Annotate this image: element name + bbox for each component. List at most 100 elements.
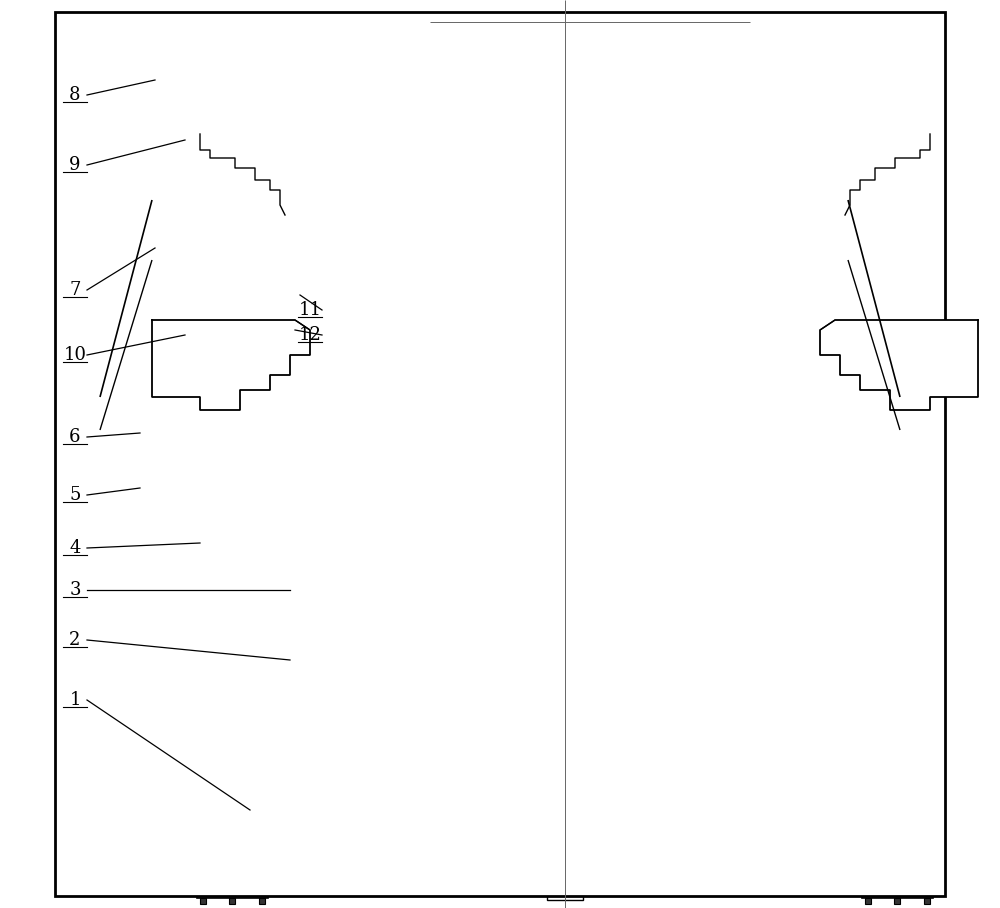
Bar bbox=[229, 898, 235, 904]
Bar bbox=[330, 615, 365, 725]
Circle shape bbox=[527, 424, 533, 430]
Bar bbox=[559, 158, 571, 166]
Bar bbox=[369, 877, 375, 883]
Bar bbox=[557, 88, 573, 113]
Bar bbox=[547, 892, 583, 900]
Bar bbox=[347, 430, 354, 437]
Text: 8: 8 bbox=[69, 86, 81, 104]
Bar bbox=[195, 420, 270, 428]
Bar bbox=[543, 524, 587, 532]
Bar bbox=[765, 615, 800, 725]
Bar bbox=[344, 877, 350, 883]
Bar bbox=[327, 739, 368, 749]
Bar bbox=[100, 506, 900, 516]
Bar bbox=[200, 410, 295, 420]
Bar bbox=[758, 725, 807, 739]
Bar bbox=[555, 113, 575, 123]
Bar bbox=[895, 423, 905, 431]
Bar bbox=[323, 725, 372, 739]
Bar bbox=[200, 516, 265, 596]
Bar bbox=[695, 506, 900, 596]
Bar bbox=[894, 898, 900, 904]
Bar bbox=[535, 172, 595, 180]
Circle shape bbox=[302, 424, 308, 430]
Bar bbox=[547, 612, 583, 626]
Bar bbox=[750, 506, 815, 516]
Bar bbox=[755, 877, 761, 883]
Bar bbox=[580, 516, 670, 596]
Bar bbox=[515, 420, 615, 430]
Bar bbox=[100, 420, 900, 428]
Bar bbox=[800, 120, 848, 320]
Bar bbox=[862, 886, 933, 898]
Bar bbox=[152, 120, 200, 320]
Text: 1: 1 bbox=[69, 691, 81, 709]
Bar bbox=[520, 164, 610, 172]
Bar bbox=[705, 410, 800, 420]
Bar bbox=[260, 423, 270, 431]
Bar bbox=[330, 749, 365, 849]
Bar bbox=[323, 430, 330, 437]
Bar bbox=[865, 516, 930, 596]
Text: 10: 10 bbox=[64, 346, 87, 364]
Text: 11: 11 bbox=[298, 301, 322, 319]
Bar bbox=[100, 506, 305, 596]
Bar bbox=[300, 428, 395, 470]
Bar bbox=[200, 134, 765, 150]
Circle shape bbox=[227, 424, 233, 430]
Bar bbox=[300, 423, 310, 431]
Bar bbox=[758, 591, 807, 603]
Bar bbox=[200, 150, 565, 156]
Bar bbox=[200, 120, 800, 134]
Bar bbox=[848, 92, 900, 397]
Bar bbox=[315, 506, 380, 516]
Bar bbox=[197, 886, 268, 898]
Bar bbox=[205, 738, 260, 752]
Bar bbox=[865, 898, 871, 904]
Bar bbox=[547, 180, 583, 420]
Bar bbox=[100, 428, 450, 470]
Text: 4: 4 bbox=[69, 539, 81, 557]
Bar bbox=[100, 470, 900, 492]
Circle shape bbox=[862, 424, 868, 430]
Bar bbox=[259, 898, 265, 904]
Text: 7: 7 bbox=[69, 281, 81, 299]
Polygon shape bbox=[152, 320, 310, 410]
Bar bbox=[55, 12, 945, 896]
Bar bbox=[555, 133, 575, 143]
Bar bbox=[320, 849, 375, 865]
Bar bbox=[213, 762, 252, 872]
Bar bbox=[872, 752, 923, 762]
Text: 3: 3 bbox=[69, 581, 81, 599]
Bar bbox=[847, 92, 882, 104]
Bar bbox=[553, 626, 577, 634]
Bar bbox=[550, 428, 900, 470]
Bar bbox=[535, 512, 595, 524]
Circle shape bbox=[897, 424, 903, 430]
Bar bbox=[100, 428, 900, 470]
Bar bbox=[100, 470, 900, 492]
Text: 12: 12 bbox=[299, 326, 321, 344]
Bar bbox=[752, 865, 813, 877]
Bar bbox=[870, 738, 925, 752]
Bar bbox=[225, 423, 235, 431]
Bar bbox=[755, 849, 810, 865]
Bar bbox=[543, 442, 587, 512]
Bar bbox=[505, 423, 515, 431]
Text: 5: 5 bbox=[69, 486, 81, 504]
Bar bbox=[550, 532, 580, 612]
Polygon shape bbox=[820, 320, 978, 410]
Circle shape bbox=[507, 424, 513, 430]
Bar bbox=[860, 506, 935, 516]
Bar bbox=[100, 506, 305, 596]
Bar bbox=[100, 397, 203, 415]
Bar bbox=[878, 762, 917, 872]
Bar bbox=[804, 877, 810, 883]
Bar bbox=[924, 898, 930, 904]
Bar bbox=[100, 70, 160, 92]
Bar bbox=[537, 794, 593, 814]
Bar bbox=[547, 814, 583, 824]
Bar bbox=[510, 150, 620, 164]
Bar bbox=[203, 596, 262, 608]
Text: 9: 9 bbox=[69, 156, 81, 174]
